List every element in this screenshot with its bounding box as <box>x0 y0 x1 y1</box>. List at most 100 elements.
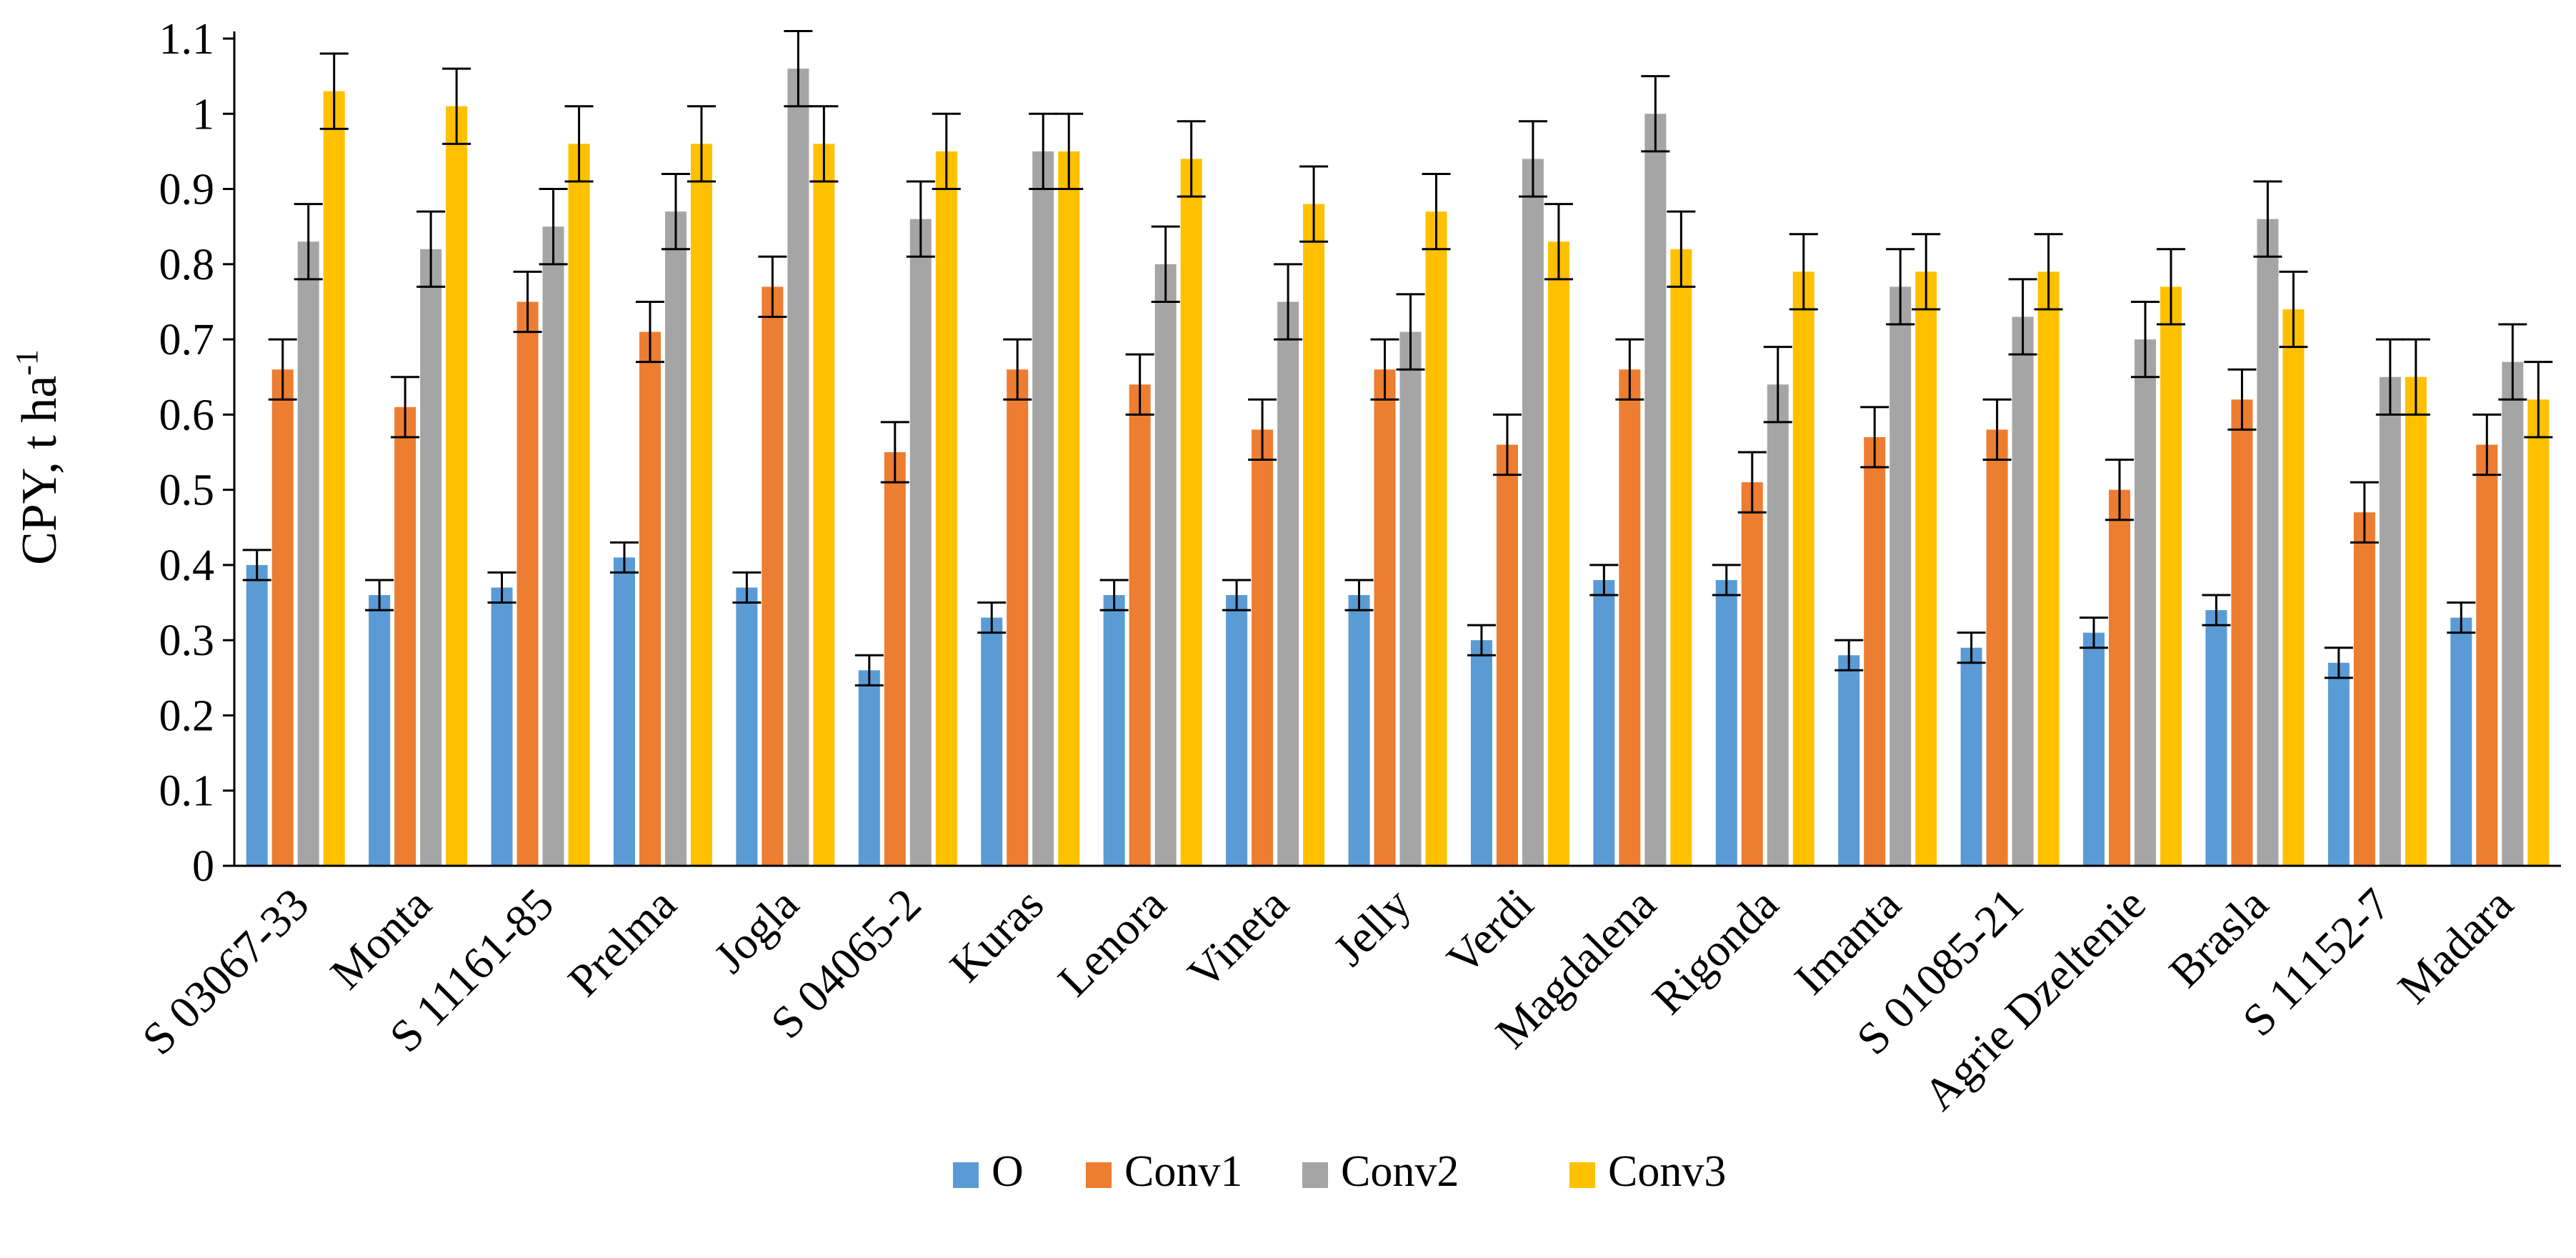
bar-conv2-4 <box>787 69 809 866</box>
x-category-label: Jelly <box>1324 879 1421 976</box>
y-tick-label: 0.8 <box>159 241 215 289</box>
y-tick-label: 0.9 <box>159 166 215 214</box>
bar-o-11 <box>1593 579 1615 866</box>
bar-conv2-12 <box>1767 384 1789 866</box>
x-category-label: Prelma <box>558 879 685 1006</box>
x-category-label: Monta <box>321 879 441 999</box>
bar-conv1-4 <box>762 286 784 866</box>
legend-label-conv2: Conv2 <box>1341 1147 1459 1196</box>
y-axis-title: CPY, t ha-1 <box>9 349 67 565</box>
bar-conv3-16 <box>2282 309 2305 866</box>
bar-o-3 <box>613 557 635 866</box>
bar-conv1-12 <box>1741 482 1763 866</box>
bar-conv3-6 <box>1058 151 1080 867</box>
bar-conv2-9 <box>1399 331 1422 867</box>
legend-swatch-conv3 <box>1569 1162 1595 1188</box>
bar-conv2-14 <box>2012 316 2034 866</box>
x-category-label: Brasla <box>2160 879 2278 997</box>
bar-o-1 <box>369 595 391 866</box>
bar-conv2-15 <box>2135 339 2157 866</box>
bar-conv1-16 <box>2231 399 2253 866</box>
y-tick-label: 0.4 <box>159 541 215 590</box>
y-axis-label: CPY, t ha-1 <box>9 349 67 565</box>
bar-conv3-1 <box>446 106 468 866</box>
y-axis-ticks: 0 0.1 0.2 0.3 0.4 0.5 0.6 0.7 0.8 0.9 1 1.1 <box>159 15 234 891</box>
y-tick-label: 0.3 <box>159 616 215 665</box>
legend: O Conv1 Conv2 Conv3 <box>953 1147 1726 1196</box>
bar-o-2 <box>491 587 513 866</box>
y-tick-label: 0.1 <box>159 767 215 816</box>
bar-conv1-13 <box>1864 436 1886 866</box>
bar-conv3-10 <box>1547 241 1569 867</box>
bar-conv2-11 <box>1644 114 1667 867</box>
x-category-label: Jogla <box>704 879 809 983</box>
bar-conv1-8 <box>1252 429 1274 866</box>
bar-conv3-4 <box>813 144 835 866</box>
bar-conv3-13 <box>1915 271 1937 866</box>
bar-conv2-2 <box>542 226 564 866</box>
bar-conv3-11 <box>1670 249 1692 866</box>
bar-conv1-6 <box>1007 369 1029 866</box>
bar-conv3-18 <box>2527 399 2550 866</box>
legend-swatch-o <box>953 1162 979 1188</box>
bar-conv1-3 <box>639 331 661 867</box>
bar-conv2-18 <box>2502 361 2524 866</box>
x-category-label: S 03067-33 <box>132 879 318 1064</box>
bar-o-8 <box>1226 595 1248 866</box>
y-tick-label: 0.6 <box>159 391 215 439</box>
bar-conv3-7 <box>1180 159 1202 866</box>
x-category-label: Rigonda <box>1642 879 1788 1024</box>
y-tick-label: 0.2 <box>159 692 215 740</box>
bar-conv2-10 <box>1522 159 1544 866</box>
bar-conv1-17 <box>2353 512 2375 866</box>
x-category-label: Kuras <box>940 879 1053 992</box>
bar-conv2-8 <box>1277 301 1299 866</box>
bar-o-5 <box>858 670 880 866</box>
bar-o-6 <box>981 617 1003 866</box>
bar-conv3-14 <box>2037 271 2060 866</box>
bar-o-17 <box>2327 662 2350 866</box>
bar-conv1-10 <box>1496 444 1518 866</box>
bar-conv1-1 <box>394 406 416 866</box>
bar-conv1-14 <box>1986 429 2008 866</box>
y-axis-label-superscript: -1 <box>9 349 44 376</box>
bar-conv2-17 <box>2379 376 2401 866</box>
x-category-label: Vineta <box>1178 879 1298 999</box>
bar-o-7 <box>1103 595 1125 866</box>
y-tick-label: 1 <box>192 90 214 139</box>
bar-conv2-0 <box>297 241 319 867</box>
bar-conv3-5 <box>935 151 957 867</box>
bar-conv1-7 <box>1129 384 1151 866</box>
bar-conv3-15 <box>2160 286 2182 866</box>
x-category-label: Madara <box>2388 879 2522 1013</box>
bar-conv1-2 <box>516 301 539 866</box>
legend-swatch-conv2 <box>1302 1162 1328 1188</box>
y-tick-label: 0.7 <box>159 316 215 364</box>
bar-o-16 <box>2205 610 2227 866</box>
bar-conv3-2 <box>568 144 590 866</box>
bar-o-18 <box>2450 617 2472 866</box>
bar-o-10 <box>1470 640 1492 866</box>
x-category-label: Agrie Dzeltenie <box>1914 879 2155 1120</box>
bars <box>242 29 2553 867</box>
bar-conv3-3 <box>690 144 712 866</box>
bar-o-14 <box>1960 647 1982 866</box>
y-tick-label: 0 <box>192 842 214 891</box>
bar-conv3-0 <box>323 91 345 866</box>
bar-conv3-12 <box>1792 271 1814 866</box>
legend-swatch-conv1 <box>1086 1162 1112 1188</box>
bar-conv2-5 <box>909 219 932 866</box>
bar-conv2-3 <box>664 211 687 866</box>
bar-o-13 <box>1838 655 1860 866</box>
bar-conv2-13 <box>1889 286 1912 866</box>
y-axis-label-text: CPY, t ha <box>12 376 67 565</box>
bar-conv1-5 <box>884 452 906 866</box>
bar-conv3-17 <box>2405 376 2427 866</box>
legend-label-conv1: Conv1 <box>1124 1147 1242 1196</box>
bar-conv3-9 <box>1425 211 1447 866</box>
bar-conv2-1 <box>420 249 442 866</box>
bar-conv1-0 <box>271 369 294 866</box>
legend-label-o: O <box>992 1147 1024 1196</box>
